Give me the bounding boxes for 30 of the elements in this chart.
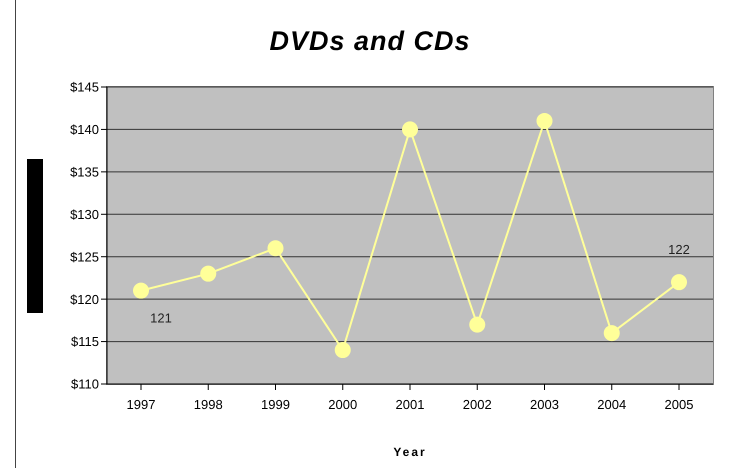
x-tick-label: 1998: [194, 397, 223, 412]
x-tick-label: 1999: [261, 397, 290, 412]
y-tick-label: $125: [70, 249, 99, 264]
point: [268, 240, 284, 256]
y-tick-label: $120: [70, 292, 99, 307]
point: [604, 325, 620, 342]
x-tick-label: 2002: [462, 397, 492, 412]
point: [671, 274, 687, 290]
point: [402, 121, 418, 138]
data-label: 122: [668, 242, 690, 258]
y-tick-label: $145: [70, 80, 99, 95]
y-tick-label: $135: [70, 164, 99, 180]
x-tick-label: 2005: [664, 397, 694, 412]
data-label: 121: [150, 310, 172, 326]
y-tick-label: $115: [71, 334, 99, 350]
y-tick-label: $110: [71, 376, 99, 392]
point: [469, 316, 486, 333]
y-tick-label: $140: [70, 122, 99, 138]
y-tick-label: $130: [70, 206, 99, 222]
x-tick-label: 2001: [396, 397, 424, 412]
point: [133, 282, 149, 299]
x-tick-label: 2004: [597, 397, 626, 412]
point: [536, 112, 552, 129]
x-tick-label: 2000: [328, 397, 358, 412]
x-tick-label: 1997: [126, 397, 156, 412]
x-axis-title: Year: [392, 445, 428, 459]
chart-title: DVDs and CDs: [268, 26, 472, 57]
point: [334, 342, 351, 358]
point: [200, 266, 216, 282]
x-tick-label: 2003: [530, 397, 559, 412]
